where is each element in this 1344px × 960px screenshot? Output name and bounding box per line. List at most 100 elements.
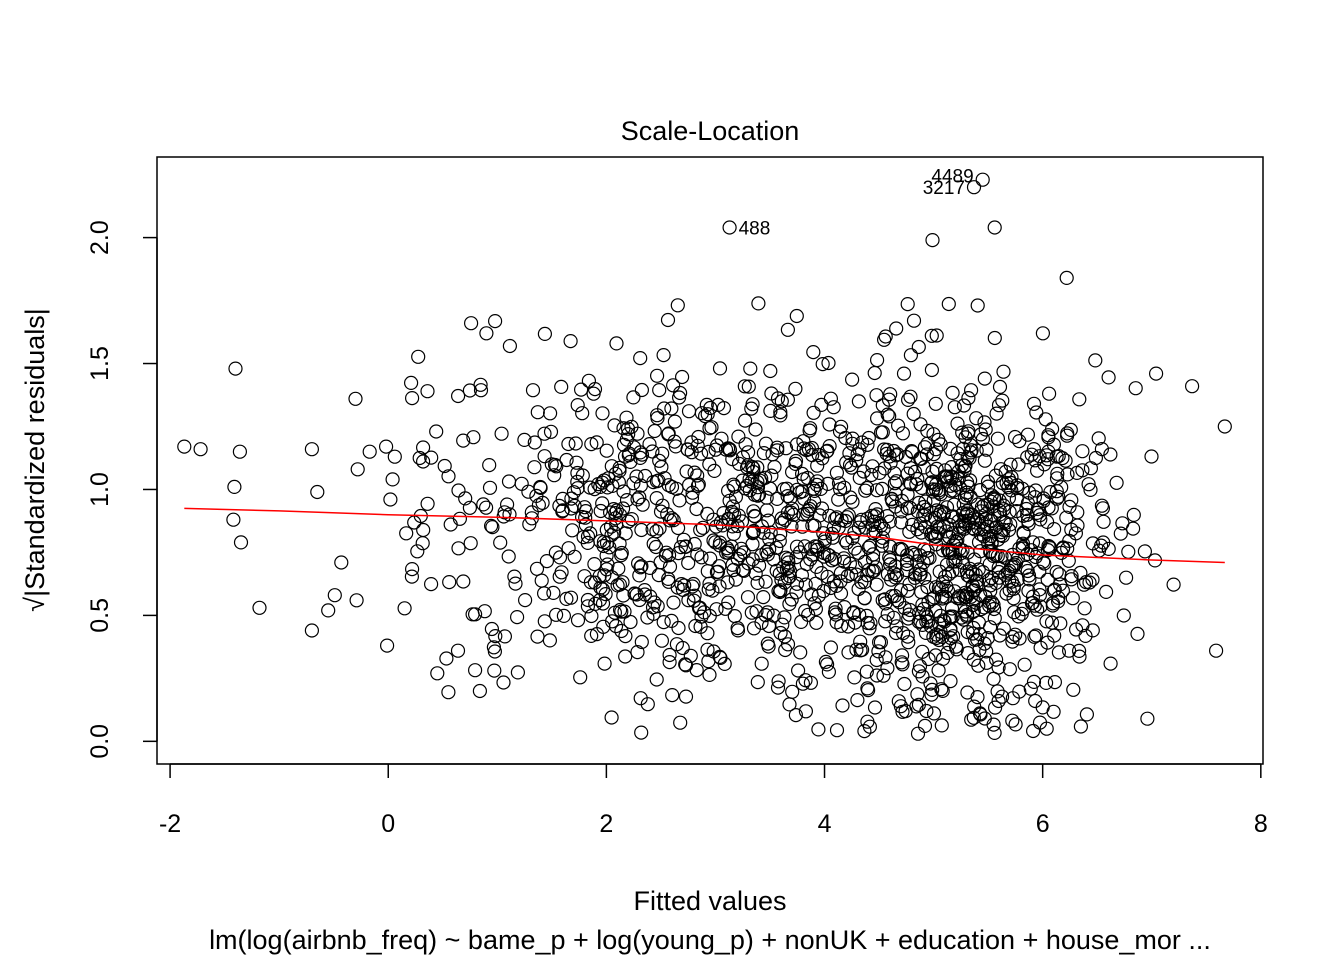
data-point: [941, 296, 956, 312]
data-point: [959, 609, 975, 624]
data-point: [649, 408, 665, 423]
data-point: [694, 406, 710, 421]
data-point: [797, 539, 813, 554]
data-point: [810, 474, 825, 489]
data-point: [537, 449, 552, 464]
data-point: [869, 353, 885, 368]
data-point: [1085, 572, 1100, 587]
data-point: [1073, 719, 1089, 734]
data-point: [777, 575, 792, 590]
data-point: [604, 459, 619, 474]
data-point: [965, 521, 980, 536]
data-point: [1094, 498, 1110, 513]
data-point: [702, 667, 717, 683]
data-point: [876, 332, 892, 347]
x-axis: -2 0 2 4 6 8: [159, 763, 1268, 838]
data-point: [864, 467, 879, 483]
data-point: [988, 652, 1004, 667]
data-point: [863, 538, 878, 554]
data-point: [493, 535, 508, 550]
data-point: [1012, 631, 1027, 646]
data-point: [660, 506, 675, 522]
data-point: [1025, 723, 1041, 739]
data-point: [947, 497, 962, 512]
data-point: [630, 492, 645, 507]
data-point: [494, 426, 509, 441]
data-point: [711, 397, 726, 412]
data-point: [683, 648, 698, 663]
x-axis-label: Fitted values: [633, 886, 786, 916]
data-point: [1051, 590, 1066, 605]
data-point: [667, 414, 683, 429]
data-point: [857, 574, 873, 590]
data-point: [960, 685, 975, 700]
data-point: [777, 610, 792, 625]
data-point: [991, 693, 1006, 709]
data-point: [1027, 629, 1042, 644]
data-point: [650, 411, 665, 426]
data-point: [410, 544, 425, 559]
data-point: [577, 569, 592, 584]
data-point: [929, 328, 944, 343]
data-point: [889, 321, 904, 336]
data-point: [789, 585, 804, 600]
data-point: [608, 466, 623, 481]
data-point: [700, 407, 715, 422]
outlier-point: [430, 666, 445, 681]
data-point: [934, 682, 949, 697]
data-point: [880, 606, 895, 622]
data-point: [873, 518, 889, 533]
data-point: [867, 365, 882, 381]
data-point: [592, 568, 607, 584]
data-point: [927, 529, 942, 544]
data-point: [750, 674, 765, 690]
data-point: [1008, 627, 1023, 642]
data-point: [759, 544, 774, 560]
data-point: [1023, 681, 1038, 696]
data-point: [763, 403, 778, 418]
data-point: [974, 601, 989, 617]
data-point: [894, 655, 909, 670]
data-point: [818, 654, 834, 670]
data-point: [488, 314, 503, 329]
data-point: [897, 600, 912, 616]
data-point: [578, 510, 593, 525]
data-point: [649, 672, 664, 687]
data-point: [807, 596, 822, 611]
data-point: [634, 522, 649, 538]
data-point: [844, 460, 859, 475]
data-point: [1128, 381, 1143, 396]
data-point: [1063, 422, 1078, 437]
data-point: [823, 580, 838, 596]
data-point: [780, 551, 796, 567]
data-point: [936, 613, 951, 628]
data-point: [895, 625, 911, 641]
data-point: [633, 478, 649, 493]
data-point: [635, 497, 650, 512]
data-point: [969, 573, 985, 589]
data-point: [633, 560, 648, 575]
data-point: [1075, 618, 1090, 633]
data-point: [973, 504, 989, 519]
data-point: [479, 500, 494, 515]
data-point: [872, 515, 887, 531]
y-tick-label: 0.5: [86, 598, 114, 633]
data-point: [634, 382, 650, 398]
outlier-point: [349, 593, 364, 608]
data-point: [1024, 447, 1039, 462]
data-point: [699, 397, 714, 412]
data-point: [923, 676, 938, 691]
data-point: [801, 607, 816, 622]
data-point: [981, 573, 996, 588]
data-point: [995, 528, 1010, 544]
data-point: [645, 444, 660, 459]
data-point: [642, 437, 657, 452]
data-point: [1130, 626, 1145, 642]
data-point: [963, 438, 978, 453]
data-point: [742, 471, 757, 487]
data-point: [533, 479, 548, 495]
data-point: [857, 723, 872, 739]
data-point: [852, 442, 867, 457]
data-point: [1071, 643, 1087, 659]
